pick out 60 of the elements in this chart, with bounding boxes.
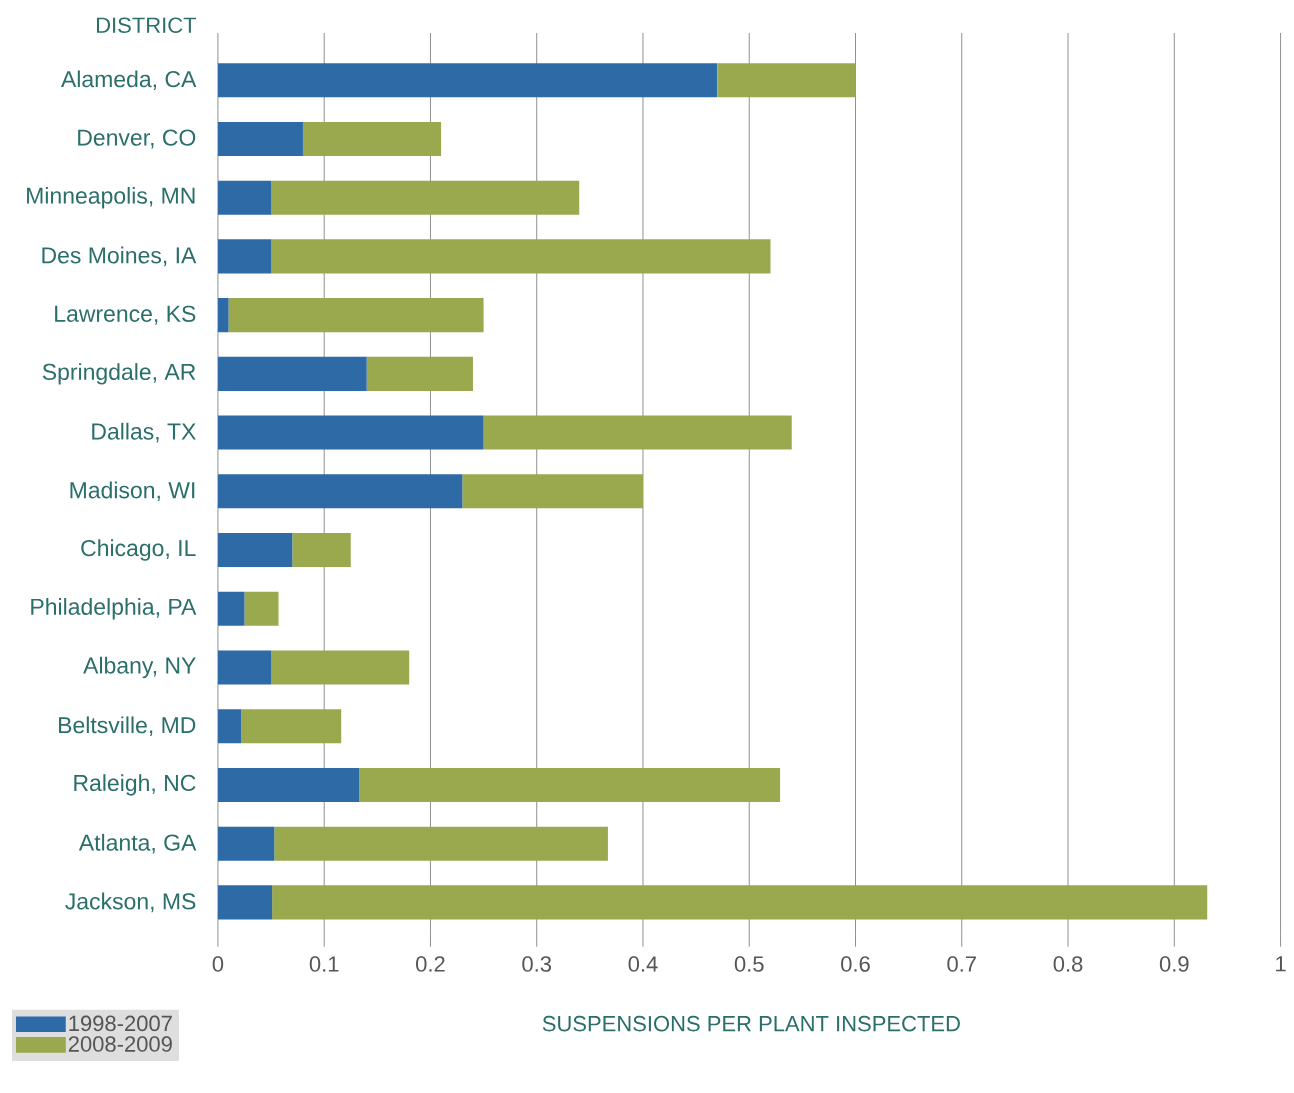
bar: [217, 885, 273, 920]
bar: [217, 533, 293, 568]
bar: [217, 591, 245, 626]
y-tick-label: Beltsville, MD: [59, 716, 196, 737]
y-tick-label: Des Moines, IA: [42, 246, 197, 267]
bar: [717, 63, 856, 98]
bar: [292, 533, 351, 568]
bar: [271, 650, 410, 685]
x-tick-label: 0.3: [522, 956, 552, 972]
x-tick-label: 0.4: [628, 956, 658, 972]
y-tick-label: Minneapolis, MN: [27, 187, 195, 209]
bar: [217, 239, 272, 274]
y-tick-label: Raleigh, NC: [74, 774, 196, 796]
y-tick-label: Alameda, CA: [60, 70, 197, 91]
y-tick-label: Madison, WI: [70, 481, 195, 502]
x-tick-label: 0.8: [1053, 956, 1083, 972]
x-tick-label: 0.7: [947, 956, 976, 972]
bar: [217, 180, 272, 215]
x-tick-label: 0.6: [841, 956, 870, 972]
bar: [271, 239, 771, 274]
bar: [483, 415, 792, 450]
bar: [217, 474, 463, 509]
x-axis-title: SUSPENSIONS PER PLANT INSPECTED: [542, 1016, 960, 1032]
bar: [217, 63, 718, 98]
bar: [462, 474, 643, 509]
x-tick-label: 0.9: [1159, 956, 1189, 972]
bar: [217, 415, 484, 450]
y-tick-label: Chicago, IL: [81, 539, 196, 561]
bar: [217, 357, 367, 392]
bar: [217, 298, 229, 333]
bar: [359, 768, 781, 803]
x-tick-label: 0.5: [734, 956, 764, 972]
y-tick-label: Dallas, TX: [92, 422, 196, 443]
bar: [271, 180, 580, 215]
bar: [366, 357, 473, 392]
legend-label: 2008-2009: [68, 1036, 172, 1053]
y-tick-label: Lawrence, KS: [55, 305, 196, 325]
bar: [228, 298, 484, 333]
bar: [217, 709, 242, 744]
legend-label: 1998-2007: [69, 1015, 172, 1032]
bar: [302, 122, 442, 157]
x-tick-label: 1: [1276, 956, 1286, 972]
y-tick-label: Atlanta, GA: [78, 834, 197, 854]
bar: [244, 591, 279, 626]
bar: [217, 826, 275, 861]
y-tick-label: Springdale, AR: [42, 363, 196, 385]
y-tick-label: Philadelphia, PA: [31, 598, 197, 620]
x-tick-label: 0: [212, 956, 224, 972]
bar: [274, 826, 608, 861]
y-tick-label: Denver, CO: [78, 129, 196, 149]
bar: [217, 768, 360, 803]
bar: [241, 709, 342, 744]
x-tick-label: 0.2: [416, 956, 445, 972]
bar: [217, 122, 303, 157]
y-axis-title: DISTRICT: [96, 17, 197, 34]
x-tick-label: 0.1: [309, 956, 339, 972]
y-tick-label: Albany, NY: [83, 656, 196, 679]
y-tick-label: Jackson, MS: [65, 892, 196, 913]
bar: [217, 650, 272, 685]
bar: [272, 885, 1208, 920]
